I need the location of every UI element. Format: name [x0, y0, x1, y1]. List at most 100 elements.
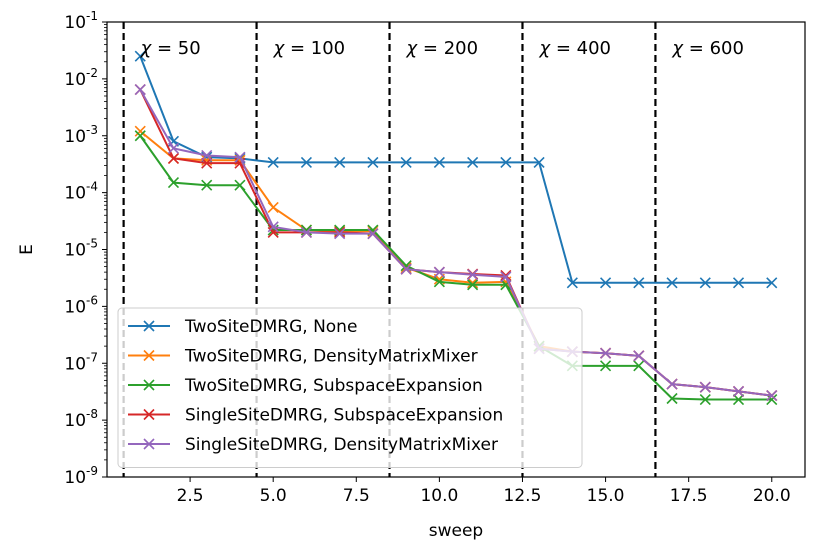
- chi-symbol: χ: [406, 38, 419, 59]
- y-axis-label: E: [17, 244, 37, 255]
- data-point-marker: [201, 179, 213, 191]
- y-tick-exponent: -5: [86, 237, 98, 251]
- data-point-marker: [467, 277, 479, 289]
- data-point-marker: [633, 360, 645, 372]
- chi-value: = 50: [151, 38, 200, 59]
- legend-box: [117, 307, 583, 468]
- legend-label: SingleSiteDMRG, SubspaceExpansion: [185, 406, 503, 426]
- data-point-marker: [167, 152, 180, 164]
- y-tick-exponent: -8: [86, 407, 98, 421]
- chi-symbol: χ: [538, 38, 551, 59]
- data-point-marker: [633, 277, 645, 289]
- data-point-marker: [300, 156, 312, 168]
- data-point-marker: [699, 381, 711, 393]
- data-point-marker: [334, 226, 346, 238]
- data-point-marker: [433, 156, 445, 168]
- y-tick-exponent: -4: [86, 180, 98, 194]
- x-axis: 2.5 5.0 7.5 10.0 12.5 15.0 17.5 20.0: [177, 477, 791, 506]
- data-point-marker: [600, 277, 612, 289]
- legend-label: TwoSiteDMRG, None: [184, 317, 357, 337]
- data-point-marker: [334, 156, 346, 168]
- legend: TwoSiteDMRG, None TwoSiteDMRG, DensityMat…: [117, 307, 583, 468]
- data-point-marker: [334, 228, 346, 240]
- data-point-marker: [267, 226, 279, 238]
- data-point-marker: [134, 130, 146, 142]
- annotations: χ = 50 χ = 100 χ = 200 χ = 400 χ = 600: [140, 38, 744, 59]
- chi-annotation: χ = 200: [406, 38, 479, 59]
- legend-item: TwoSiteDMRG, None: [128, 317, 357, 337]
- data-point-marker: [467, 156, 479, 168]
- data-point-marker: [267, 156, 279, 168]
- x-tick-label: 5.0: [260, 486, 287, 506]
- data-point-marker: [500, 156, 512, 168]
- data-point-marker: [500, 269, 512, 281]
- y-tick-label: 10-1: [64, 9, 98, 33]
- y-tick-exponent: -9: [86, 464, 98, 478]
- x-axis-label: sweep: [429, 521, 483, 541]
- x-tick-label: 10.0: [420, 486, 458, 506]
- y-tick-label: 10-7: [64, 350, 98, 374]
- y-tick-label: 10-2: [64, 66, 98, 90]
- legend-item: SingleSiteDMRG, DensityMatrixMixer: [128, 435, 498, 455]
- legend-label: TwoSiteDMRG, SubspaceExpansion: [184, 376, 483, 396]
- data-point-marker: [699, 277, 711, 289]
- data-point-marker: [134, 83, 146, 96]
- data-point-marker: [267, 201, 279, 213]
- y-tick-base: 10: [64, 297, 86, 317]
- data-point-marker: [234, 151, 246, 163]
- data-point-marker: [167, 177, 180, 189]
- chi-annotation: χ = 100: [273, 38, 346, 59]
- y-tick-base: 10: [64, 468, 86, 488]
- data-point-marker: [201, 149, 213, 162]
- legend-marker: [143, 379, 155, 391]
- data-point-marker: [433, 266, 445, 278]
- data-point-marker: [600, 347, 612, 359]
- x-tick-label: 20.0: [753, 486, 791, 506]
- chi-symbol: χ: [140, 38, 153, 59]
- y-tick-exponent: -3: [86, 123, 98, 137]
- y-tick-base: 10: [64, 127, 86, 147]
- data-point-marker: [167, 142, 180, 154]
- y-tick-base: 10: [64, 241, 86, 261]
- y-tick-base: 10: [64, 13, 86, 33]
- x-tick-label: 2.5: [177, 486, 204, 506]
- legend-label: TwoSiteDMRG, DensityMatrixMixer: [184, 347, 478, 367]
- series-4: [134, 83, 778, 402]
- y-tick-base: 10: [64, 184, 86, 204]
- y-axis: 10-910-810-710-610-510-410-310-210-1: [64, 9, 107, 488]
- data-point-marker: [633, 350, 645, 362]
- x-tick-label: 7.5: [343, 486, 370, 506]
- data-point-marker: [566, 277, 578, 289]
- y-tick-exponent: -2: [86, 66, 98, 80]
- y-tick-exponent: -6: [86, 293, 98, 307]
- y-tick-base: 10: [64, 354, 86, 374]
- data-point-marker: [400, 263, 412, 275]
- legend-marker: [143, 320, 155, 332]
- series-line: [139, 135, 772, 401]
- chi-annotation: χ = 400: [538, 38, 611, 59]
- y-tick-exponent: -7: [86, 350, 98, 364]
- y-tick-label: 10-3: [64, 123, 98, 147]
- data-point-marker: [533, 156, 545, 168]
- data-point-marker: [732, 385, 745, 397]
- x-tick-label: 15.0: [587, 486, 625, 506]
- data-point-marker: [666, 277, 678, 289]
- legend-marker: [143, 408, 155, 421]
- y-tick-base: 10: [64, 411, 86, 431]
- series-2: [134, 130, 778, 406]
- y-tick-label: 10-5: [64, 237, 98, 261]
- series-layer: [134, 50, 778, 406]
- chi-value: = 100: [284, 38, 345, 59]
- legend-label: SingleSiteDMRG, DensityMatrixMixer: [185, 435, 498, 455]
- chi-value: = 200: [417, 38, 478, 59]
- legend-marker: [143, 349, 155, 362]
- chi-annotation: χ = 600: [671, 38, 744, 59]
- legend-item: TwoSiteDMRG, DensityMatrixMixer: [128, 347, 478, 367]
- chi-annotation: χ = 50: [140, 38, 201, 59]
- legend-item: TwoSiteDMRG, SubspaceExpansion: [128, 376, 483, 396]
- y-tick-base: 10: [64, 70, 86, 90]
- data-point-marker: [433, 276, 445, 288]
- data-point-marker: [367, 156, 379, 168]
- y-tick-label: 10-9: [64, 464, 98, 488]
